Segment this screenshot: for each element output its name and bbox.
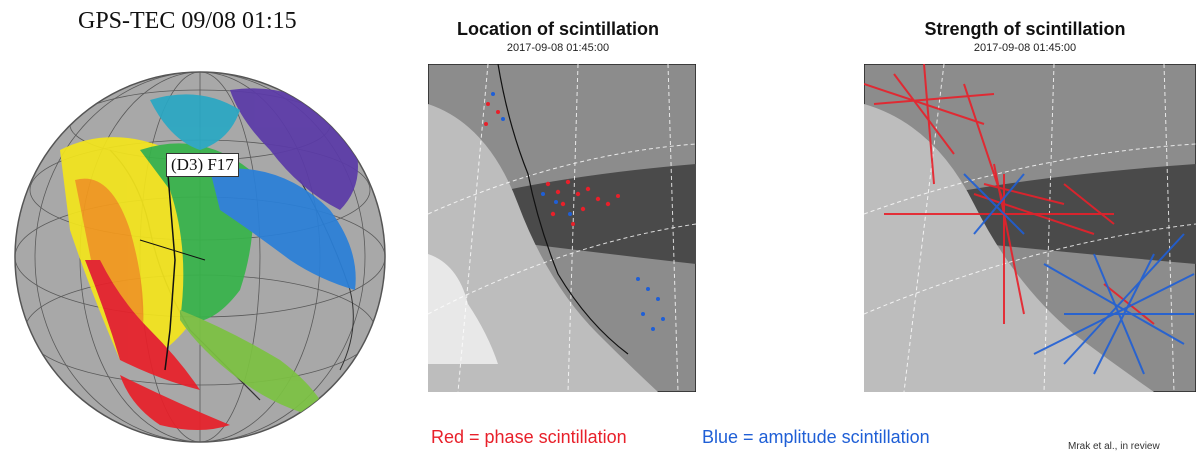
- satellite-track: [164, 174, 176, 371]
- tec-white-patches: [428, 254, 498, 364]
- globe-title: GPS-TEC 09/08 01:15: [78, 8, 297, 34]
- amplitude-points: [491, 92, 665, 331]
- citation-credit: Mrak et al., in review: [1068, 441, 1160, 452]
- amplitude-strength-lines: [963, 173, 1195, 375]
- map-grid: [428, 64, 696, 392]
- legend-phase-scintillation: Red = phase scintillation: [431, 427, 627, 447]
- location-panel-timestamp: 2017-09-08 01:45:00: [506, 42, 610, 54]
- tec-globe-map: [14, 71, 386, 443]
- legend-amplitude-scintillation: Blue = amplitude scintillation: [702, 427, 930, 447]
- strength-panel-timestamp: 2017-09-08 01:45:00: [973, 42, 1077, 54]
- phase-strength-lines: [864, 64, 1155, 325]
- location-scintillation-map: [428, 64, 696, 392]
- location-panel-title: Location of scintillation: [457, 19, 659, 39]
- tec-light-region: [428, 104, 658, 392]
- tec-dark-band: [488, 164, 696, 264]
- track-label: (D3) F17: [166, 153, 239, 177]
- tec-light-region: [864, 104, 1154, 392]
- strength-panel-title: Strength of scintillation: [924, 19, 1126, 39]
- coastline: [497, 64, 629, 355]
- strength-scintillation-map: [864, 64, 1196, 392]
- phase-points: [484, 102, 620, 226]
